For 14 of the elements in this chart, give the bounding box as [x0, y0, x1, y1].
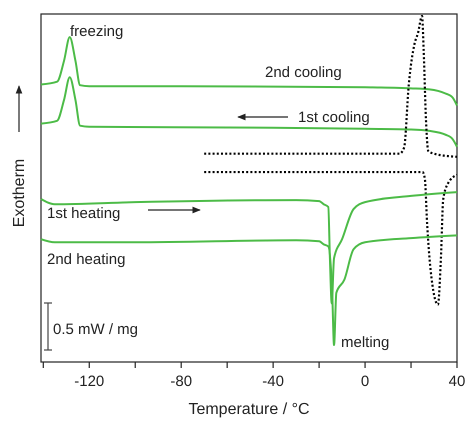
series-label: 1st heating	[47, 205, 120, 222]
x-axis-title: Temperature / °C	[188, 401, 310, 418]
x-tick-label: 0	[360, 373, 370, 390]
x-tick-label: 40	[448, 373, 466, 390]
annotation: melting	[341, 334, 390, 351]
series-label: 1st cooling	[298, 109, 370, 126]
series-label: 2nd heating	[47, 251, 126, 268]
x-tick-label: -120	[74, 373, 104, 390]
annotation: freezing	[70, 23, 124, 40]
x-tick-label: -40	[262, 373, 284, 390]
series-label: 2nd cooling	[265, 64, 342, 81]
annotation: 0.5 mW / mg	[53, 321, 138, 338]
y-axis-title: Exotherm	[11, 158, 28, 228]
x-tick-label: -80	[170, 373, 192, 390]
